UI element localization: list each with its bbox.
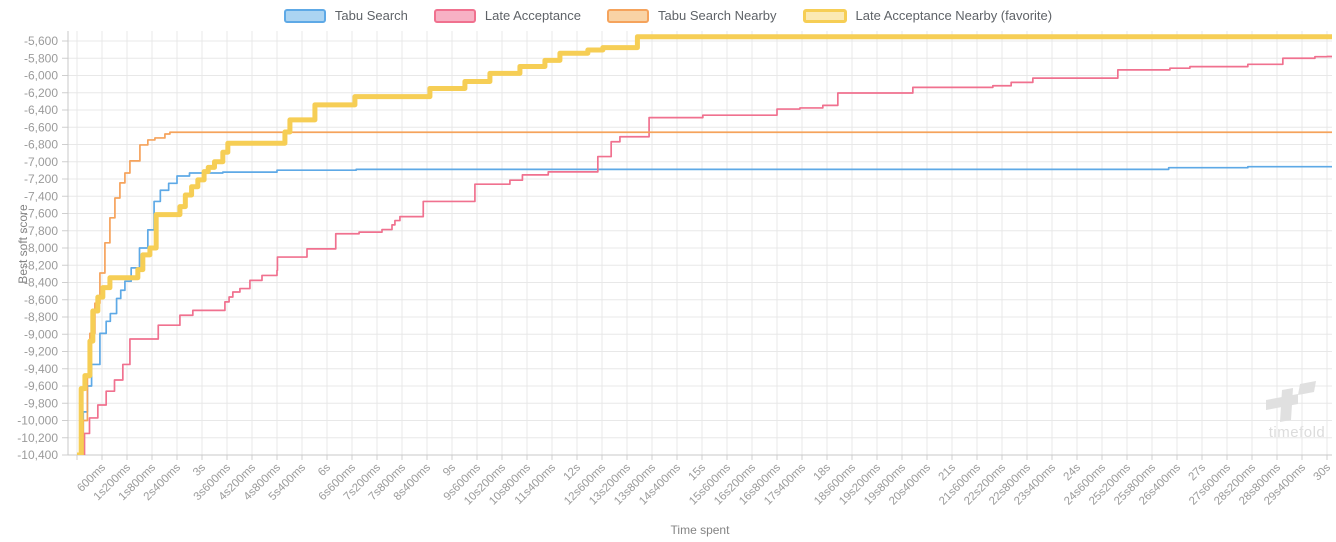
legend-label: Late Acceptance	[484, 8, 582, 23]
legend-swatch	[802, 8, 847, 23]
y-tick-label: -7,200	[24, 172, 58, 186]
y-tick-label: -8,000	[24, 241, 58, 255]
series-line-late-acceptance	[77, 55, 1332, 455]
y-tick-label: -7,600	[24, 207, 58, 221]
timefold-logo-icon	[1266, 381, 1316, 422]
x-tick-label: 9s	[441, 461, 458, 478]
y-tick-label: -7,400	[24, 189, 58, 203]
y-tick-label: -5,800	[24, 51, 58, 65]
y-tick-label: -7,000	[24, 155, 58, 169]
y-tick-label: -10,200	[17, 431, 58, 445]
series-line-tabu-search-nearby	[77, 131, 1332, 455]
chart-legend: Tabu Search Late Acceptance Tabu Search Ne…	[0, 8, 1336, 23]
legend-swatch	[433, 8, 476, 23]
y-tick-label: -9,400	[24, 362, 58, 376]
watermark-text: timefold	[1268, 424, 1326, 441]
y-tick-label: -9,000	[24, 327, 58, 341]
legend-swatch	[607, 8, 650, 23]
y-tick-label: -6,400	[24, 103, 58, 117]
legend-item-tabu-search[interactable]: Tabu Search	[283, 8, 408, 23]
y-tick-label: -6,000	[24, 69, 58, 83]
x-tick-label: 3s	[191, 461, 208, 478]
y-tick-label: -8,400	[24, 276, 58, 290]
y-tick-label: -8,800	[24, 310, 58, 324]
legend-swatch	[283, 8, 326, 23]
y-tick-label: -9,200	[24, 345, 58, 359]
y-tick-label: -10,000	[17, 414, 58, 428]
series-line-late-acceptance-nearby-favorite	[77, 34, 1332, 455]
y-tick-label: -10,400	[17, 448, 58, 462]
y-tick-label: -6,600	[24, 120, 58, 134]
x-tick-label: 6s	[316, 461, 333, 478]
y-tick-label: -8,200	[24, 258, 58, 272]
legend-label: Tabu Search Nearby	[658, 8, 777, 23]
y-tick-label: -9,600	[24, 379, 58, 393]
legend-item-late-acceptance[interactable]: Late Acceptance	[433, 8, 582, 23]
x-axis-title: Time spent	[670, 523, 730, 537]
y-tick-label: -6,200	[24, 86, 58, 100]
y-tick-label: -8,600	[24, 293, 58, 307]
legend-label: Tabu Search	[334, 8, 408, 23]
legend-label: Late Acceptance Nearby (favorite)	[855, 8, 1053, 23]
y-tick-label: -6,800	[24, 138, 58, 152]
legend-item-late-acceptance-nearby-favorite[interactable]: Late Acceptance Nearby (favorite)	[802, 8, 1053, 23]
x-tick-label: 30s	[1312, 461, 1334, 483]
legend-item-tabu-search-nearby[interactable]: Tabu Search Nearby	[607, 8, 777, 23]
y-tick-label: -9,800	[24, 396, 58, 410]
y-tick-label: -7,800	[24, 224, 58, 238]
y-tick-label: -5,600	[24, 34, 58, 48]
series-line-tabu-search	[81, 165, 1332, 455]
